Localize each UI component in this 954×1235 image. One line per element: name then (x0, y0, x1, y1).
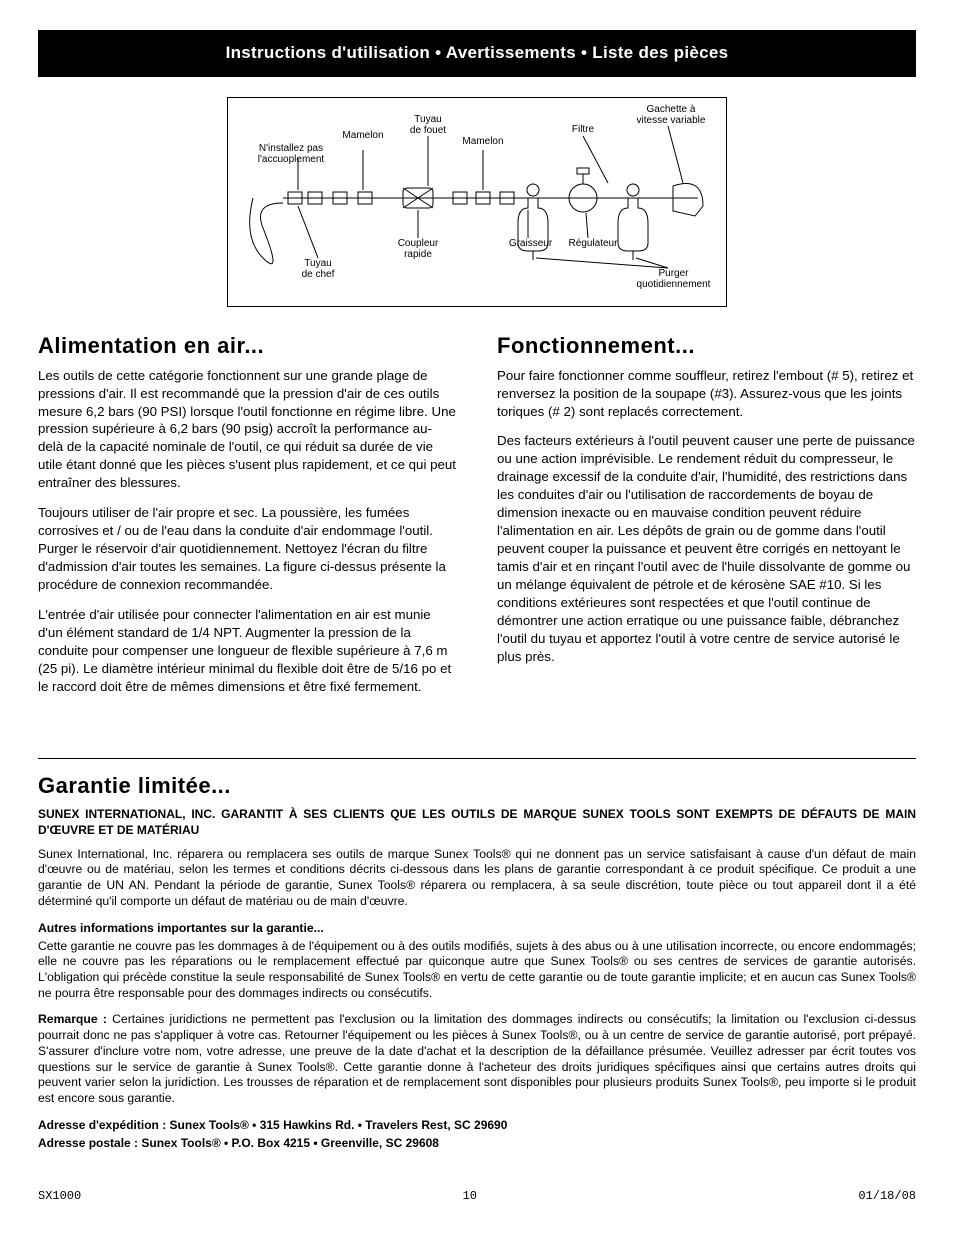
air-supply-diagram: N'installez pasl'accuoplement Mamelon Tu… (227, 97, 727, 307)
warranty-caps: SUNEX INTERNATIONAL, INC. GARANTIT À SES… (38, 806, 916, 838)
operation-p1: Pour faire fonctionner comme souffleur, … (497, 367, 916, 421)
air-p1: Les outils de cette catégorie fonctionne… (38, 367, 457, 493)
label-trigger: Gachette àvitesse variable (626, 104, 716, 126)
air-p2: Toujours utiliser de l'air propre et sec… (38, 504, 457, 594)
label-drain-daily: Purgerquotidiennement (626, 268, 721, 290)
divider (38, 758, 916, 759)
page-footer: SX1000 10 01/18/08 (38, 1188, 916, 1204)
label-leader-hose: Tuyaude chef (293, 258, 343, 280)
footer-page: 10 (463, 1188, 477, 1204)
footer-model: SX1000 (38, 1188, 81, 1204)
header-title: Instructions d'utilisation • Avertisseme… (226, 43, 729, 62)
air-supply-title: Alimentation en air... (38, 331, 457, 361)
label-regulator: Régulateur (563, 238, 623, 249)
mailing-address: Adresse postale : Sunex Tools® • P.O. Bo… (38, 1135, 916, 1151)
footer-date: 01/18/08 (858, 1188, 916, 1204)
warranty-p3-text: Certaines juridictions ne permettent pas… (38, 1012, 916, 1105)
label-no-coupling: N'installez pasl'accuoplement (246, 143, 336, 165)
warranty-title: Garantie limitée... (38, 771, 916, 801)
warranty-p1: Sunex International, Inc. réparera ou re… (38, 847, 916, 910)
operation-p2: Des facteurs extérieurs à l'outil peuven… (497, 432, 916, 665)
warranty-subhead: Autres informations importantes sur la g… (38, 920, 916, 936)
label-nipple1: Mamelon (338, 130, 388, 141)
operation-title: Fonctionnement... (497, 331, 916, 361)
label-nipple2: Mamelon (458, 136, 508, 147)
warranty-section: Garantie limitée... SUNEX INTERNATIONAL,… (38, 771, 916, 1152)
remarque-label: Remarque : (38, 1012, 107, 1026)
label-oiler: Graisseur (503, 238, 558, 249)
warranty-p2: Cette garantie ne couvre pas les dommage… (38, 939, 916, 1002)
label-quick-coupler: Coupleurrapide (393, 238, 443, 260)
shipping-address: Adresse d'expédition : Sunex Tools® • 31… (38, 1117, 916, 1133)
operation-column: Fonctionnement... Pour faire fonctionner… (497, 331, 916, 708)
label-whip-hose: Tuyaude fouet (403, 114, 453, 136)
two-column-section: Alimentation en air... Les outils de cet… (38, 331, 916, 708)
warranty-p3: Remarque : Certaines juridictions ne per… (38, 1012, 916, 1107)
air-p3: L'entrée d'air utilisée pour connecter l… (38, 606, 457, 696)
air-supply-column: Alimentation en air... Les outils de cet… (38, 331, 457, 708)
label-filter: Filtre (563, 124, 603, 135)
header-bar: Instructions d'utilisation • Avertisseme… (38, 30, 916, 77)
